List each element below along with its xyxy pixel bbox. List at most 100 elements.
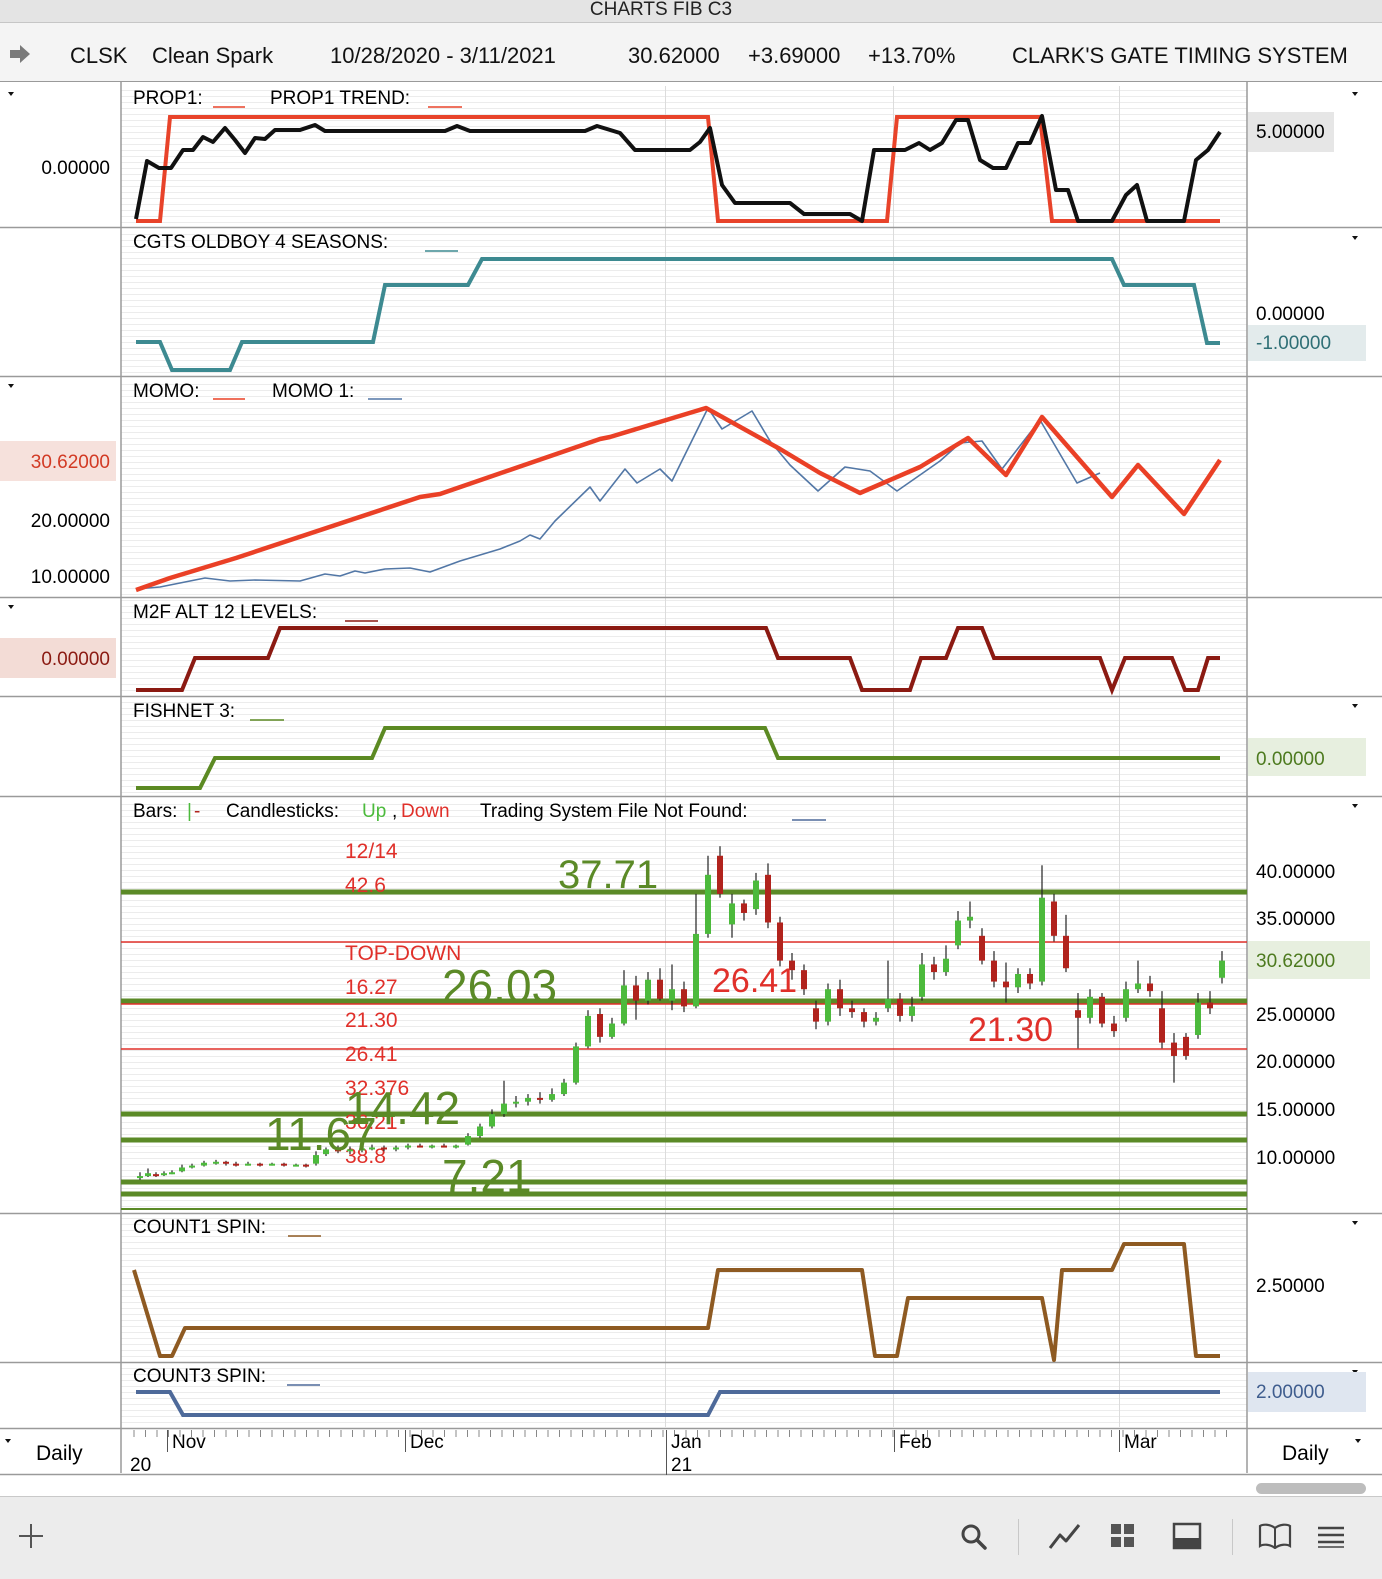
candle-body	[1135, 983, 1141, 990]
candle-body	[885, 998, 891, 1009]
fishnet-right-value: 0.00000	[1256, 749, 1325, 770]
level-label-26: 26.03	[442, 960, 557, 1012]
prop1-trend-legend: PROP1 TREND:	[270, 88, 410, 109]
candle-body	[429, 1145, 435, 1148]
book-icon[interactable]	[1258, 1523, 1292, 1549]
level-label-37: 37.71	[558, 853, 658, 897]
search-icon[interactable]	[960, 1523, 988, 1551]
candle-body	[1087, 996, 1093, 1018]
price-axis-25: 25.00000	[1256, 1005, 1335, 1026]
candle-body	[137, 1176, 143, 1179]
last-price: 30.62000	[628, 43, 720, 68]
candle-body	[359, 1148, 365, 1151]
count3-right-value: 2.00000	[1256, 1382, 1325, 1403]
candle-body	[861, 1012, 867, 1022]
candle-body	[919, 964, 925, 997]
candle-body	[477, 1126, 483, 1137]
candles-legend: Candlesticks:	[226, 801, 339, 822]
price-axis-10: 10.00000	[1256, 1148, 1335, 1169]
panel-menu-icon	[5, 1439, 11, 1443]
symbol-ticker[interactable]: CLSK	[70, 43, 128, 68]
candle-body	[955, 920, 961, 946]
prop1-legend: PROP1:	[133, 88, 203, 109]
candle-body	[561, 1082, 567, 1095]
add-icon[interactable]	[16, 1521, 46, 1551]
candle-body	[1063, 935, 1069, 969]
red-text-date: 12/14	[345, 840, 398, 863]
momo-axis-20: 20.00000	[31, 511, 110, 532]
candle-body	[873, 1017, 879, 1022]
candle-body	[943, 958, 949, 973]
candle-body	[1039, 897, 1045, 982]
candle-body	[405, 1145, 411, 1148]
value-tag	[1248, 1372, 1366, 1412]
candle-body	[741, 903, 747, 913]
prop1-left-value: 0.00000	[41, 158, 110, 179]
count3-panel: COUNT3 SPIN: 2.00000	[133, 1366, 1366, 1417]
panel-icon[interactable]	[1172, 1522, 1202, 1550]
red-text-21: 21.30	[345, 1009, 398, 1032]
candle-body	[1099, 996, 1105, 1024]
trading-system-legend: Trading System File Not Found:	[480, 801, 748, 822]
candle-body	[189, 1165, 195, 1168]
x-axis: Nov Dec Jan Feb Mar 20 21	[130, 1430, 1227, 1476]
candle-body	[585, 1015, 591, 1047]
arrow-right-icon[interactable]	[8, 43, 32, 65]
candle-body	[1123, 989, 1129, 1018]
candlesticks	[137, 846, 1225, 1180]
red-text-26: 26.41	[345, 1043, 398, 1066]
x-label-year-21: 21	[671, 1455, 692, 1476]
grid-icon[interactable]	[1110, 1523, 1136, 1549]
candle-body	[369, 1147, 375, 1150]
price-axis-35: 35.00000	[1256, 909, 1335, 930]
panel-menus[interactable]	[5, 92, 1361, 1443]
candle-body	[729, 903, 735, 925]
price-change: +3.69000	[748, 43, 841, 68]
candle-body	[897, 998, 903, 1016]
prop1-panel: PROP1: PROP1 TREND: 0.00000 5.00000	[41, 88, 1334, 223]
candle-body	[789, 960, 795, 971]
candle-body	[825, 989, 831, 1022]
candle-body	[513, 1101, 519, 1104]
line-chart-icon[interactable]	[1048, 1521, 1082, 1551]
candle-body	[1027, 973, 1033, 984]
candle-body	[777, 922, 783, 961]
panel-menu-icon	[8, 92, 14, 96]
chart-area[interactable]: PROP1: PROP1 TREND: 0.00000 5.00000 CGTS…	[0, 0, 1382, 1496]
candle-body	[801, 970, 807, 990]
panel-menu-icon	[1352, 92, 1358, 96]
value-tag	[0, 441, 116, 481]
fishnet-panel: FISHNET 3: 0.00000	[133, 701, 1366, 790]
svg-text:,: ,	[392, 801, 397, 822]
candle-body	[381, 1147, 387, 1150]
candle-body	[179, 1167, 185, 1172]
bottom-toolbar	[0, 1496, 1382, 1579]
menu-icon[interactable]	[1316, 1525, 1346, 1549]
candle-body	[1207, 1002, 1213, 1009]
x-label-year-20: 20	[130, 1455, 151, 1476]
candle-body	[323, 1149, 329, 1155]
candle-body	[765, 874, 771, 923]
candle-body	[441, 1145, 447, 1148]
candle-body	[245, 1163, 251, 1166]
fib-levels	[121, 889, 1247, 1210]
candle-body	[909, 1006, 915, 1016]
candle-body	[1051, 901, 1057, 936]
period-selector-right[interactable]: Daily	[1282, 1442, 1329, 1465]
date-range[interactable]: 10/28/2020 - 3/11/2021	[330, 43, 556, 68]
candle-body	[313, 1155, 319, 1164]
candle-body	[645, 979, 651, 1001]
candle-body	[213, 1161, 219, 1164]
price-change-pct: +13.70%	[868, 43, 956, 68]
value-tag	[1248, 325, 1366, 361]
period-selector-left[interactable]: Daily	[36, 1442, 83, 1465]
candle-body	[223, 1161, 229, 1164]
candle-body	[1015, 973, 1021, 988]
x-label-jan: Jan	[671, 1432, 702, 1453]
candle-body	[693, 933, 699, 1007]
candle-body	[813, 1008, 819, 1022]
panel-menu-icon	[1352, 804, 1358, 808]
horizontal-scrollbar[interactable]	[1256, 1483, 1366, 1494]
level-label-26-41: 26.41	[712, 962, 797, 1000]
m2f-left-value: 0.00000	[41, 649, 110, 670]
